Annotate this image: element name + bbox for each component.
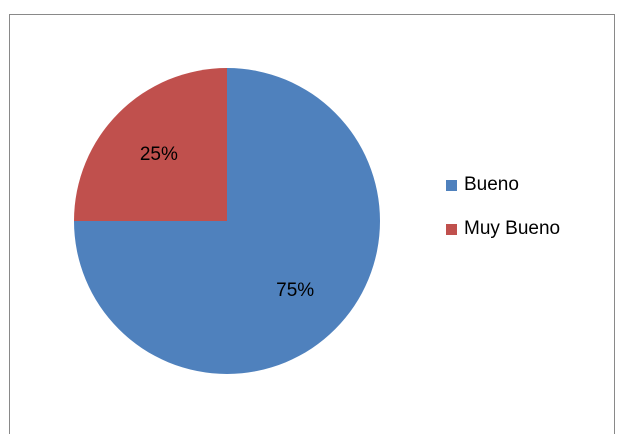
legend-swatch-bueno — [446, 179, 457, 191]
data-label-muy-bueno: 25% — [140, 144, 178, 165]
pie-slice-muy-bueno — [74, 68, 227, 221]
legend-item-muy-bueno: Muy Bueno — [446, 218, 560, 240]
legend-label-bueno: Bueno — [464, 174, 519, 195]
legend-label-muy-bueno: Muy Bueno — [464, 218, 561, 239]
legend: Bueno Muy Bueno — [446, 174, 560, 262]
data-label-bueno: 75% — [276, 280, 314, 301]
legend-item-bueno: Bueno — [446, 174, 560, 196]
pie-chart: 75% 25% — [74, 68, 380, 374]
legend-swatch-muy-bueno — [446, 223, 457, 235]
